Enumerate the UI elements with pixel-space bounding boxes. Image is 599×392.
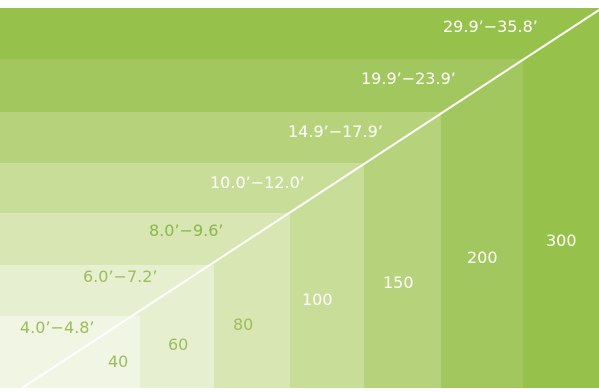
value-label-40: 40 <box>108 352 128 371</box>
value-label-150: 150 <box>383 273 414 292</box>
value-label-200: 200 <box>467 248 498 267</box>
diagonal-line <box>21 9 599 389</box>
bands-group <box>0 8 599 388</box>
range-label-7: 29.9’−35.8’ <box>443 17 538 36</box>
labels-group: 4.0’−4.8’ 6.0’−7.2’ 8.0’−9.6’ 10.0’−12.0… <box>20 17 577 371</box>
value-label-80: 80 <box>233 315 253 334</box>
range-label-6: 19.9’−23.9’ <box>361 69 456 88</box>
range-label-4: 10.0’−12.0’ <box>210 173 305 192</box>
range-label-1: 4.0’−4.8’ <box>20 318 94 337</box>
value-label-100: 100 <box>302 290 333 309</box>
range-label-5: 14.9’−17.9’ <box>288 122 383 141</box>
range-label-3: 8.0’−9.6’ <box>149 221 223 240</box>
range-label-2: 6.0’−7.2’ <box>83 267 157 286</box>
value-label-60: 60 <box>168 335 188 354</box>
value-label-300: 300 <box>546 231 577 250</box>
band-1 <box>0 316 140 388</box>
